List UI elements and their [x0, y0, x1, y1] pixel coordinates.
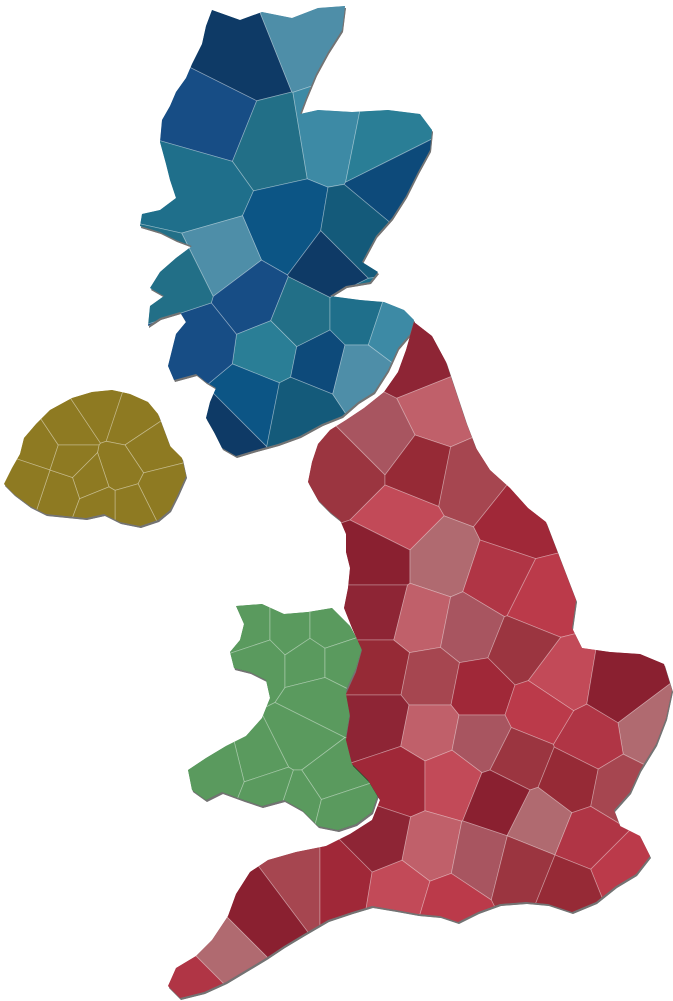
scotland-region[interactable]: [266, 376, 673, 1001]
scotland-region[interactable]: [287, 230, 369, 298]
england-region[interactable]: [473, 324, 673, 559]
northern-ireland-region[interactable]: [0, 452, 51, 620]
wales-region[interactable]: [324, 532, 673, 736]
england-region[interactable]: [462, 769, 531, 837]
england-region[interactable]: [400, 647, 460, 706]
wales-region[interactable]: [147, 639, 286, 711]
scotland-region[interactable]: [55, 0, 293, 102]
scotland-region[interactable]: [290, 329, 346, 395]
england-region[interactable]: [0, 689, 312, 1001]
england-region[interactable]: [409, 515, 481, 598]
northern-ireland-region[interactable]: [49, 444, 100, 478]
scotland-region[interactable]: [345, 0, 673, 183]
northern-ireland-region[interactable]: [0, 293, 101, 446]
england-region[interactable]: [384, 434, 451, 507]
northern-ireland-region[interactable]: [0, 469, 80, 711]
northern-ireland-region[interactable]: [0, 486, 116, 1001]
wales-region[interactable]: [270, 734, 673, 1001]
scotland-region[interactable]: [367, 257, 673, 574]
